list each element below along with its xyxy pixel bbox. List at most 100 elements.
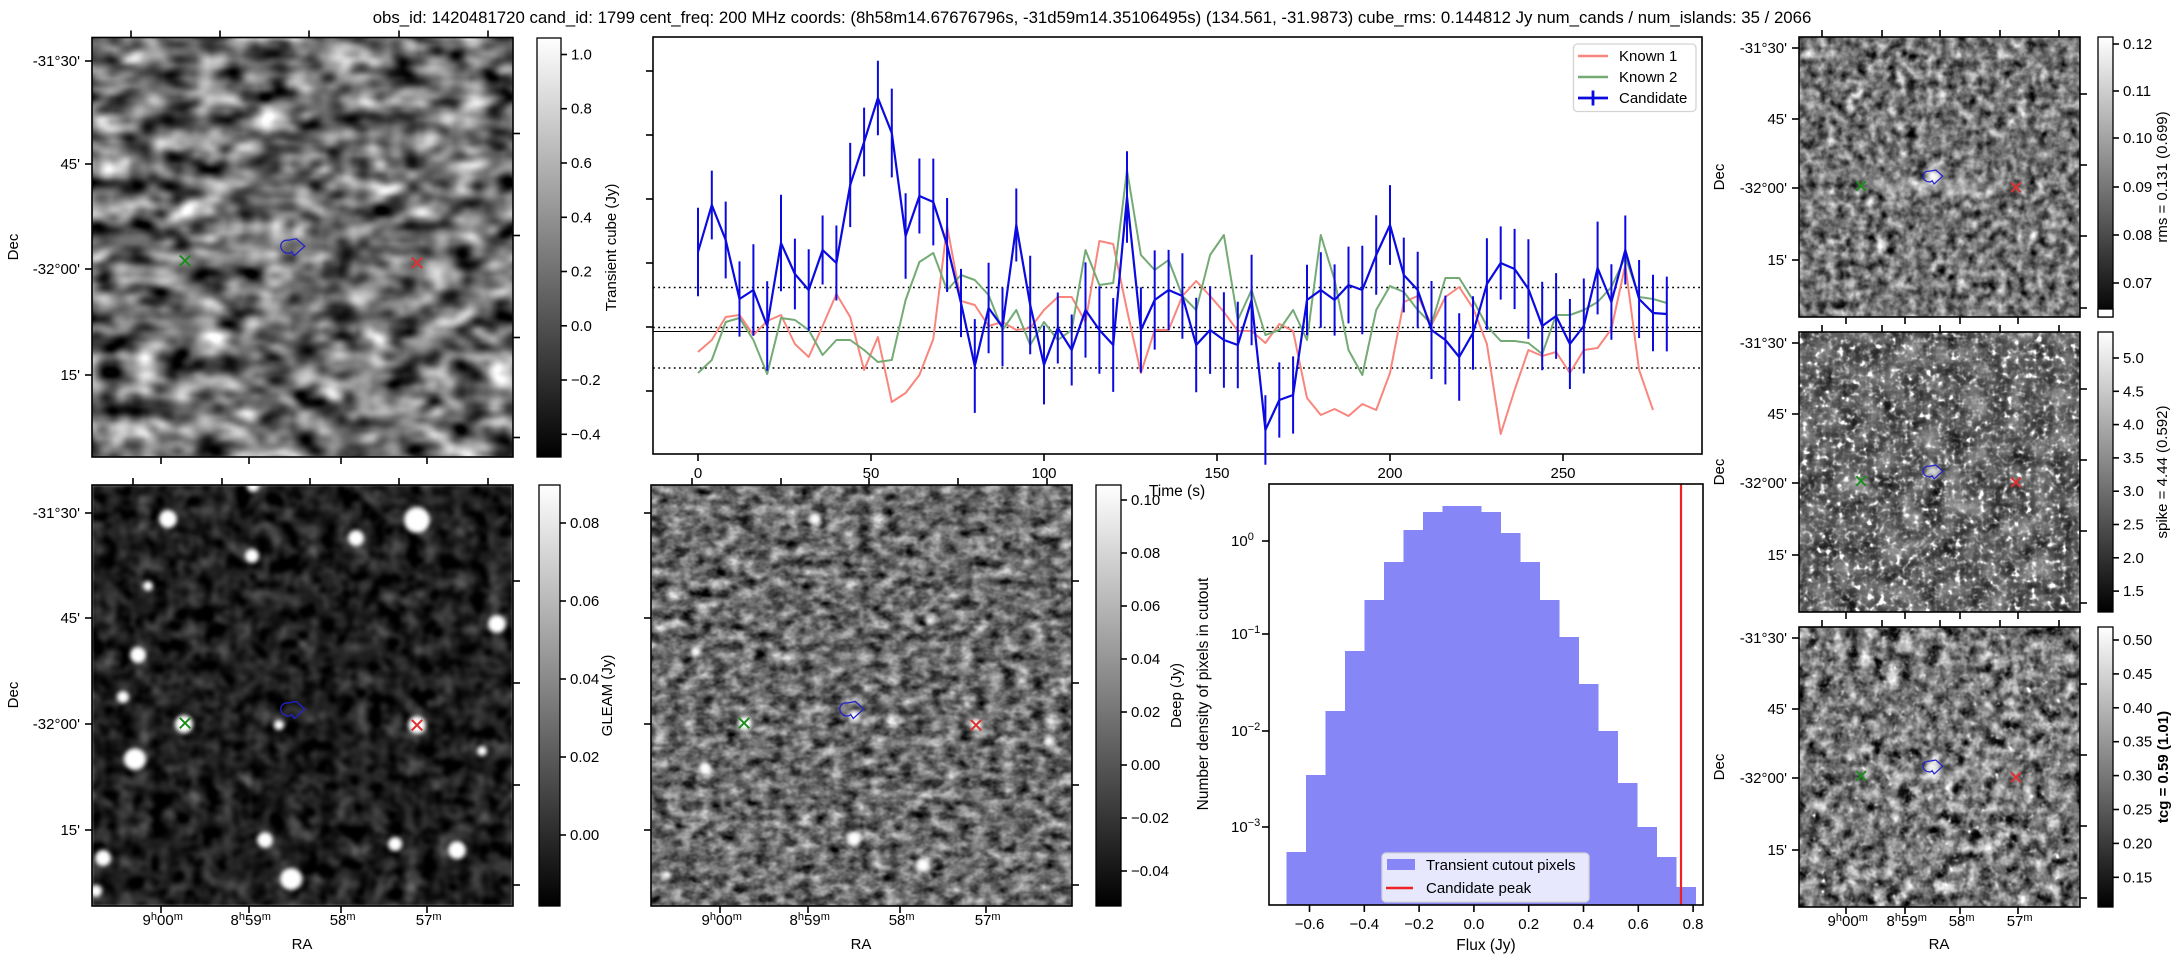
svg-text:RA: RA bbox=[851, 936, 872, 953]
svg-text:-31°30': -31°30' bbox=[1740, 40, 1787, 57]
svg-text:4.0: 4.0 bbox=[2123, 417, 2144, 434]
svg-text:10−2: 10−2 bbox=[1231, 721, 1260, 740]
svg-text:Dec: Dec bbox=[1711, 163, 1728, 190]
svg-text:2.0: 2.0 bbox=[2123, 550, 2144, 567]
svg-text:8h59m: 8h59m bbox=[790, 911, 830, 929]
svg-text:0.08: 0.08 bbox=[2123, 227, 2152, 244]
svg-text:9h00m: 9h00m bbox=[1828, 912, 1868, 930]
svg-text:0.12: 0.12 bbox=[2123, 36, 2152, 53]
svg-text:8h59m: 8h59m bbox=[231, 911, 271, 929]
svg-text:0.4: 0.4 bbox=[571, 209, 592, 226]
svg-text:3.0: 3.0 bbox=[2123, 483, 2144, 500]
svg-text:0.15: 0.15 bbox=[2123, 869, 2152, 886]
svg-text:-31°30': -31°30' bbox=[33, 505, 80, 522]
svg-text:0.2: 0.2 bbox=[1518, 916, 1539, 933]
svg-text:45': 45' bbox=[1767, 111, 1787, 128]
svg-text:0.09: 0.09 bbox=[2123, 179, 2152, 196]
svg-text:-31°30': -31°30' bbox=[33, 53, 80, 70]
svg-text:0.02: 0.02 bbox=[1131, 704, 1160, 721]
svg-text:Time (s): Time (s) bbox=[1149, 483, 1205, 500]
svg-text:0.00: 0.00 bbox=[570, 827, 599, 844]
svg-text:Dec: Dec bbox=[1711, 458, 1728, 485]
svg-text:10−1: 10−1 bbox=[1231, 624, 1260, 643]
svg-text:0.08: 0.08 bbox=[1131, 545, 1160, 562]
svg-text:4.5: 4.5 bbox=[2123, 383, 2144, 400]
svg-text:-32°00': -32°00' bbox=[1740, 180, 1787, 197]
svg-text:1.5: 1.5 bbox=[2123, 583, 2144, 600]
svg-text:0.0: 0.0 bbox=[1463, 916, 1484, 933]
svg-text:45': 45' bbox=[1767, 701, 1787, 718]
svg-text:0.08: 0.08 bbox=[570, 515, 599, 532]
svg-text:0.6: 0.6 bbox=[1628, 916, 1649, 933]
svg-text:0.0: 0.0 bbox=[571, 318, 592, 335]
svg-text:−0.6: −0.6 bbox=[1295, 916, 1325, 933]
svg-text:0.30: 0.30 bbox=[2123, 768, 2152, 785]
svg-text:Dec: Dec bbox=[1711, 753, 1728, 780]
svg-text:0.02: 0.02 bbox=[570, 749, 599, 766]
svg-text:Flux (Jy): Flux (Jy) bbox=[1456, 937, 1515, 954]
svg-text:0.10: 0.10 bbox=[1131, 492, 1160, 509]
svg-text:-32°00': -32°00' bbox=[33, 716, 80, 733]
svg-text:0.20: 0.20 bbox=[2123, 835, 2152, 852]
svg-text:0.50: 0.50 bbox=[2123, 632, 2152, 649]
svg-text:Candidate: Candidate bbox=[1619, 90, 1687, 107]
svg-text:3.5: 3.5 bbox=[2123, 450, 2144, 467]
svg-text:0.45: 0.45 bbox=[2123, 666, 2152, 683]
svg-text:150: 150 bbox=[1204, 465, 1229, 482]
svg-text:0.35: 0.35 bbox=[2123, 734, 2152, 751]
svg-text:9h00m: 9h00m bbox=[702, 911, 742, 929]
svg-text:−0.4: −0.4 bbox=[571, 426, 601, 443]
svg-text:Number density of pixels in cu: Number density of pixels in cutout bbox=[1195, 577, 1212, 810]
svg-text:−0.04: −0.04 bbox=[1131, 863, 1169, 880]
svg-text:RA: RA bbox=[292, 936, 313, 953]
svg-text:58m: 58m bbox=[889, 911, 915, 929]
svg-text:Candidate peak: Candidate peak bbox=[1426, 880, 1532, 897]
svg-text:0: 0 bbox=[694, 465, 702, 482]
svg-text:9h00m: 9h00m bbox=[143, 911, 183, 929]
svg-text:0.40: 0.40 bbox=[2123, 700, 2152, 717]
svg-text:tcg = 0.59 (1.01): tcg = 0.59 (1.01) bbox=[2155, 711, 2172, 823]
svg-text:GLEAM (Jy): GLEAM (Jy) bbox=[599, 655, 616, 737]
svg-text:Transient cube (Jy): Transient cube (Jy) bbox=[603, 184, 620, 312]
svg-text:0.8: 0.8 bbox=[1683, 916, 1704, 933]
svg-text:45': 45' bbox=[60, 156, 80, 173]
svg-text:100: 100 bbox=[1231, 531, 1254, 550]
svg-text:0.11: 0.11 bbox=[2123, 83, 2151, 100]
svg-text:2.5: 2.5 bbox=[2123, 517, 2144, 534]
svg-text:rms = 0.131 (0.699): rms = 0.131 (0.699) bbox=[2154, 111, 2171, 242]
svg-text:−0.02: −0.02 bbox=[1131, 810, 1169, 827]
svg-text:15': 15' bbox=[60, 367, 80, 384]
svg-text:5.0: 5.0 bbox=[2123, 350, 2144, 367]
svg-text:RA: RA bbox=[1929, 936, 1950, 953]
svg-text:Transient cutout pixels: Transient cutout pixels bbox=[1426, 857, 1576, 874]
svg-text:50: 50 bbox=[863, 465, 880, 482]
svg-text:0.00: 0.00 bbox=[1131, 757, 1160, 774]
svg-text:58m: 58m bbox=[330, 911, 356, 929]
svg-text:Known 2: Known 2 bbox=[1619, 69, 1677, 86]
svg-text:0.04: 0.04 bbox=[1131, 651, 1160, 668]
svg-text:45': 45' bbox=[1767, 406, 1787, 423]
svg-text:8h59m: 8h59m bbox=[1887, 912, 1927, 930]
svg-text:10−3: 10−3 bbox=[1231, 817, 1260, 836]
svg-text:45': 45' bbox=[60, 610, 80, 627]
svg-text:0.4: 0.4 bbox=[1573, 916, 1594, 933]
svg-text:-32°00': -32°00' bbox=[33, 261, 80, 278]
svg-text:0.06: 0.06 bbox=[1131, 598, 1160, 615]
svg-text:-31°30': -31°30' bbox=[1740, 630, 1787, 647]
svg-text:spike = 4.44 (0.592): spike = 4.44 (0.592) bbox=[2154, 405, 2171, 538]
svg-text:200: 200 bbox=[1377, 465, 1402, 482]
svg-text:15': 15' bbox=[60, 822, 80, 839]
svg-text:0.2: 0.2 bbox=[571, 264, 592, 281]
svg-text:Dec: Dec bbox=[5, 233, 22, 260]
svg-text:57m: 57m bbox=[416, 911, 442, 929]
svg-text:0.6: 0.6 bbox=[571, 155, 592, 172]
svg-text:250: 250 bbox=[1550, 465, 1575, 482]
svg-text:-32°00': -32°00' bbox=[1740, 770, 1787, 787]
svg-text:58m: 58m bbox=[1949, 912, 1975, 930]
svg-text:−0.4: −0.4 bbox=[1349, 916, 1379, 933]
svg-text:15': 15' bbox=[1767, 547, 1787, 564]
svg-text:57m: 57m bbox=[2007, 912, 2033, 930]
svg-text:Dec: Dec bbox=[5, 681, 22, 708]
svg-text:0.8: 0.8 bbox=[571, 101, 592, 118]
svg-text:-31°30': -31°30' bbox=[1740, 335, 1787, 352]
